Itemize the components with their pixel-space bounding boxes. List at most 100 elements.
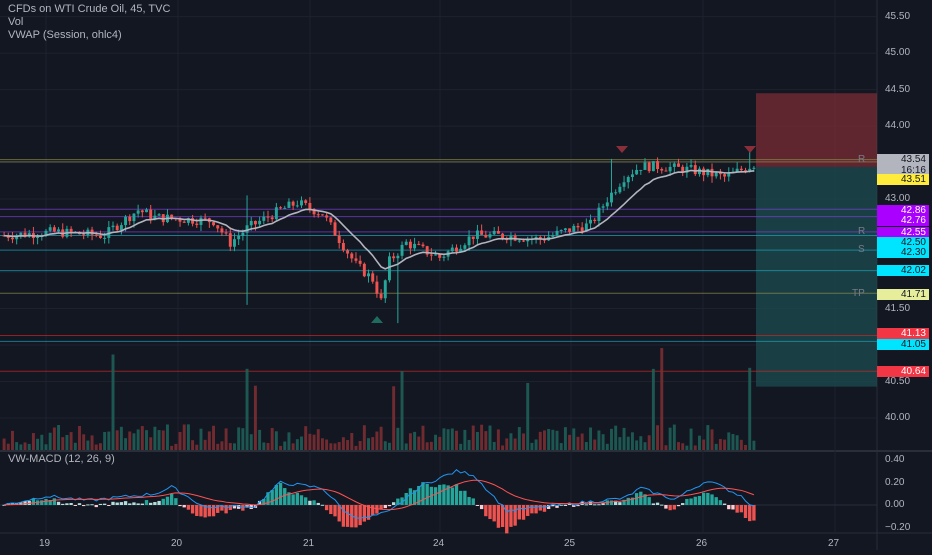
macd-histogram-bar [291,494,295,505]
macd-histogram-bar [446,485,450,505]
price-tag: 42.76 [877,215,929,226]
volume-bar [182,424,186,450]
macd-histogram-bar [685,498,689,505]
time-axis-label: 24 [433,538,445,549]
time-axis-label: 19 [39,538,51,549]
candle-body [484,234,488,238]
candle-body [404,241,408,245]
volume-bar [337,442,341,450]
volume-bar [425,442,429,450]
macd-histogram-bar [442,484,446,505]
macd-histogram-bar [86,504,90,506]
candle-body [279,207,283,209]
macd-histogram-bar [714,497,718,505]
sell-marker-icon [744,146,756,153]
macd-histogram-bar [500,505,505,528]
candle-body [693,165,697,175]
volume-bar [94,444,98,450]
volume-bar [530,442,534,450]
macd-histogram-bar [630,497,635,505]
price-tag: 41.13 [877,328,929,339]
candle-body [94,234,98,236]
macd-histogram-bar [82,505,86,507]
macd-histogram-bar [722,503,727,505]
candle-body [362,263,366,277]
price-axis-label: 40.50 [885,375,911,387]
macd-histogram-bar [710,494,714,505]
macd-histogram-bar [203,505,207,518]
candle-body [727,172,731,177]
candle-body [170,214,174,219]
candle-body [568,228,572,232]
volume-bar [103,431,107,450]
macd-histogram-bar [354,505,358,528]
candle-body [11,237,14,240]
volume-bar [228,443,232,450]
volume-bar [735,435,739,450]
macd-histogram-bar [534,505,538,514]
time-axis-label: 25 [564,538,576,549]
candle-body [249,220,253,226]
price-tag: 43.54 [877,154,929,165]
volume-bar [538,431,542,450]
volume-bar [463,429,467,450]
candle-body [718,172,722,175]
volume-bar [73,442,77,450]
candle-body [639,169,643,171]
macd-histogram-bar [454,484,459,505]
candle-body [346,250,350,254]
price-tag: 43.51 [877,174,929,185]
candle-body [534,236,538,239]
candle-body [341,243,345,251]
macd-histogram-bar [111,501,115,505]
volume-bar [174,443,178,450]
volume-bar [744,444,747,450]
volume-bar [362,425,366,450]
macd-histogram-bar [597,504,601,506]
macd-histogram-bar [488,505,492,520]
macd-histogram-bar [647,497,651,505]
candle-body [396,255,400,259]
volume-bar [40,434,44,450]
macd-histogram-bar [316,502,320,505]
candle-body [300,200,303,206]
vwap-legend: VWAP (Session, ohlc4) [8,29,122,41]
macd-histogram-bar [329,505,333,515]
macd-histogram-bar [463,490,467,505]
volume-bar [664,445,668,450]
volume-bar [341,437,345,450]
macd-histogram-bar [23,501,27,505]
volume-bar [475,431,479,450]
candle-body [429,254,433,256]
macd-histogram-bar [362,505,367,522]
volume-bar [145,430,148,450]
volume-bar [2,438,6,450]
volume-bar [383,441,387,450]
candle-body [274,207,278,220]
volume-bar [513,438,517,450]
macd-histogram-bar [73,505,77,506]
candle-body [258,220,262,225]
macd-histogram-bar [475,505,480,506]
candle-body [371,273,375,282]
volume-bar [480,424,484,450]
volume-bar [635,440,639,450]
macd-histogram-bar [312,500,316,505]
volume-bar [484,431,488,450]
candle-body [425,246,429,255]
price-tag: 41.05 [877,339,929,350]
macd-histogram-bar [6,503,10,505]
volume-bar [731,434,735,450]
candle-body [52,227,56,232]
volume-bar [450,428,454,450]
volume-bar [329,443,333,450]
volume-bar [697,435,701,450]
macd-histogram-bar [341,505,346,527]
volume-bar [610,428,613,450]
macd-histogram-bar [149,502,153,505]
macd-histogram-bar [270,489,274,505]
candle-body [668,166,672,172]
volume-bar [593,439,597,450]
